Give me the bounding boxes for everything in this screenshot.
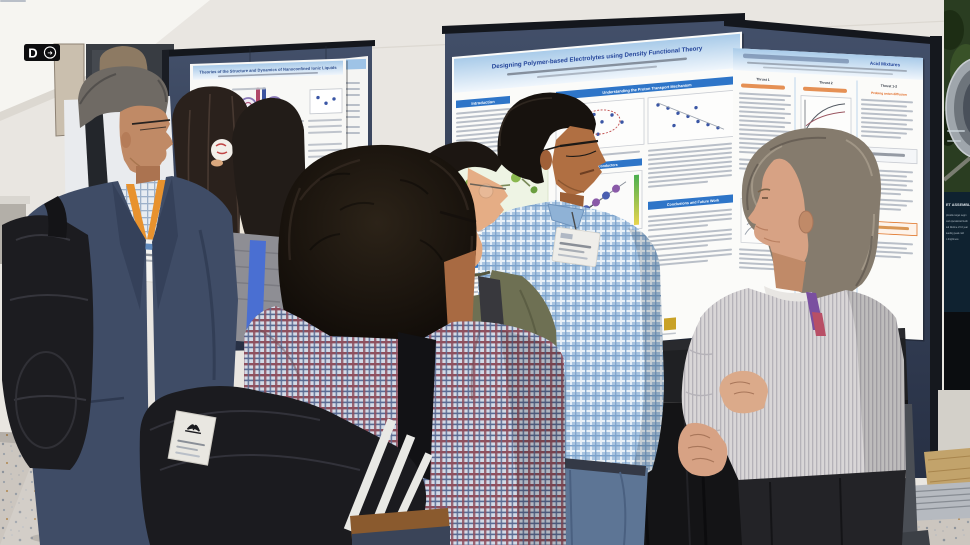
presenter <box>678 127 906 545</box>
section-conductors: for Proton Conductors <box>580 163 618 170</box>
back-wall-sliver <box>938 390 970 456</box>
sign-arrow-icon: ➜ <box>47 50 52 57</box>
banner-heading: ET ASSEMBLY <box>946 203 970 207</box>
sign-arrow-circle <box>43 46 57 59</box>
board-center-top-rail <box>442 13 745 34</box>
presenter-shirt <box>700 288 906 494</box>
shirt-back-shading <box>846 290 906 490</box>
banner-navy-panel <box>944 192 970 312</box>
hand <box>211 159 223 167</box>
lanyard-orange <box>126 184 148 246</box>
eyebrow <box>757 188 771 193</box>
floor-vent <box>906 482 970 521</box>
suit-man-backpack <box>2 215 94 470</box>
backpack-pocket <box>15 351 77 449</box>
banner-line: ted lifetime of 10 year <box>946 226 968 229</box>
sign-letter: D <box>28 46 37 61</box>
shirt-collar <box>547 203 585 229</box>
backpack-seams <box>149 410 361 471</box>
presenter-arm-sleeve <box>681 316 748 452</box>
thrust1-label: Thrust 1 <box>756 77 769 82</box>
banner-line: ood operational flexib <box>946 220 969 223</box>
name-badge <box>551 226 601 268</box>
presenter-face <box>748 158 809 266</box>
face <box>552 126 606 196</box>
backpack-logo-label <box>167 410 217 466</box>
shirt-shading <box>500 330 566 545</box>
hair <box>278 144 477 340</box>
title-blur <box>743 53 849 64</box>
thrust3-label: Thrust 1-2 <box>881 84 897 89</box>
pocket <box>87 396 125 404</box>
banner-line: plicable target segm <box>946 214 967 217</box>
glasses <box>469 183 507 190</box>
coffee-cup <box>211 139 233 161</box>
section-bar <box>556 75 738 100</box>
section-introduction: Introduction <box>471 99 495 106</box>
board-left-top-rail <box>162 40 375 57</box>
board-right-top-rail <box>724 18 942 45</box>
wayfinding-sign: D ➜ <box>24 44 60 61</box>
poster-right-title-fragment: Acid Mixtures <box>870 61 901 68</box>
neck <box>772 252 806 292</box>
mustache <box>579 169 595 175</box>
author-line <box>507 57 687 76</box>
affiliation-line <box>537 65 657 78</box>
banner-road <box>944 156 970 182</box>
section-bar <box>648 193 738 210</box>
glasses <box>131 119 171 125</box>
face <box>466 168 508 232</box>
banner-line: n brightness <box>946 238 959 241</box>
lanyard-orange <box>146 180 166 245</box>
presenter-hands <box>678 370 768 477</box>
banner-stand <box>944 312 970 390</box>
face <box>119 105 173 174</box>
ear <box>798 210 814 234</box>
audience-man-plaid-backpack <box>139 144 566 545</box>
backpack-strap <box>44 196 67 238</box>
poster-left-title: Theories of the Structure and Dynamics o… <box>199 65 337 75</box>
arm-shading <box>628 228 664 478</box>
ear <box>121 132 131 148</box>
board-right-pole <box>930 36 942 486</box>
adidas-trefoil-icon <box>185 424 202 435</box>
banner-right: ET ASSEMBLY plicable target segm ood ope… <box>906 0 970 521</box>
glasses <box>559 139 599 148</box>
subhead-blur <box>741 83 785 90</box>
lanyard-segment <box>812 312 826 336</box>
jeans-sliver <box>352 526 450 545</box>
section-bar <box>456 95 510 109</box>
glasses-temple <box>439 210 477 224</box>
lapel <box>112 182 146 310</box>
thrust2-label: Thrust 2 <box>819 81 832 86</box>
lapel <box>152 178 178 310</box>
section-conclusions: Conclusions and Future Work <box>667 198 720 207</box>
badge-cord <box>571 211 577 231</box>
banner-line: leading peak cold <box>946 233 965 235</box>
ear <box>540 150 552 170</box>
hair <box>497 92 596 184</box>
counter-top <box>0 196 30 204</box>
subhead-anion-diffusion: Probing anion diffusion <box>871 91 907 97</box>
cheek-sliver <box>444 250 476 332</box>
glasses-lens <box>478 183 494 199</box>
presenter-pants <box>738 470 906 545</box>
subhead-blur <box>803 86 847 93</box>
